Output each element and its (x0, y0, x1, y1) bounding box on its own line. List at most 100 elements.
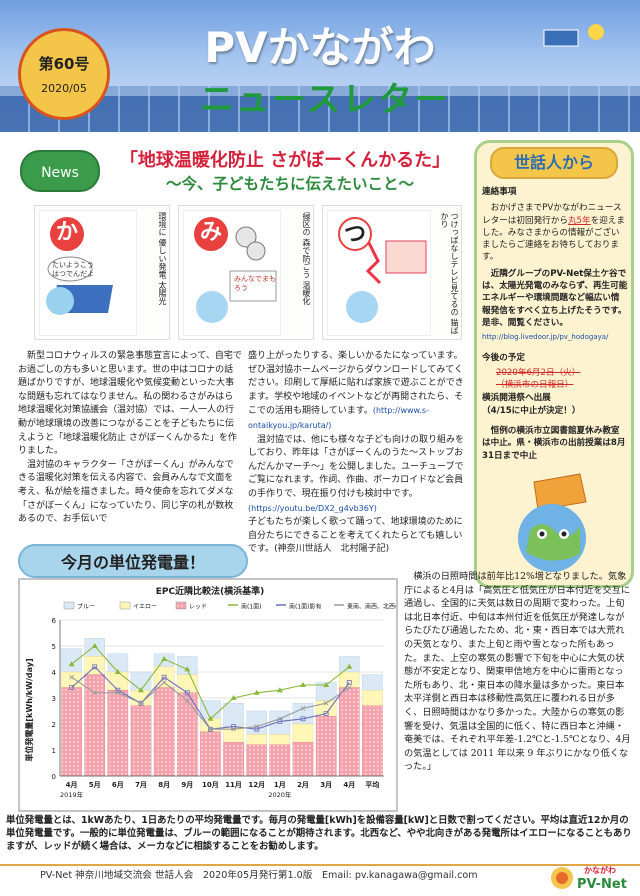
data-point (69, 685, 74, 690)
x-tick-label: 平均 (365, 780, 379, 789)
data-point (346, 680, 352, 685)
karuta-card-mi: み みんなでまもろう 緑区の 森で防ごう 温暖化 (178, 205, 314, 340)
news-tag: News (20, 150, 100, 192)
chart-y-label: 単位発電量[kWh/kW/day] (24, 658, 34, 761)
data-point (69, 674, 74, 680)
page-subtitle: ニュースレター (199, 80, 451, 120)
news-paragraph: 盛り上がったりする、楽しいかるたになっています。ぜひ温対協ホームページからダウン… (248, 351, 464, 417)
data-point (231, 726, 236, 732)
kpi-title: 今月の単位発電量！ (18, 544, 248, 578)
y-tick-label: 1 (52, 747, 56, 755)
logo-main: PV-Net (577, 877, 627, 892)
karuta-letter: つ (338, 217, 372, 251)
data-point (138, 700, 144, 706)
y-tick-label: 3 (52, 695, 56, 703)
schedule-heading: 今後の予定 (482, 352, 525, 363)
unit-generation-notes: 単位発電量とは、1kWあたり、1日あたりの平均発電量です。毎月の発電量[kWh]… (6, 815, 632, 853)
band-blue (269, 710, 291, 735)
x-tick-label: 8月 (158, 781, 170, 789)
news-column-1: 新型コロナウィルスの緊急事態宣言によって、自宅でお過ごしの方も多いと思います。世… (18, 350, 242, 527)
y-tick-label: 2 (52, 721, 56, 729)
data-point (138, 700, 144, 706)
sagabo-mascot-icon (518, 473, 587, 572)
data-point (230, 695, 237, 700)
schedule-struck-note: （横浜市の日報日） (496, 380, 574, 391)
karuta-download-link[interactable]: (http://www.s-ontaikyou.jp/karuta/) (248, 406, 429, 430)
chart-frame: EPC近隣比較法(横浜基準) ブルー イエロー レッド 南(1面) 南(1面)影有 東南、… (18, 578, 398, 812)
x-tick-label: 11月 (225, 781, 242, 789)
data-point (323, 700, 329, 706)
band-red (130, 705, 152, 777)
karuta-card-ka: か たいようこう はつでんだよ 環境に 優しい発電 太陽光 (34, 205, 170, 340)
solar-panel-decoration (0, 86, 640, 96)
data-point (207, 715, 214, 721)
band-red (362, 705, 383, 777)
band-yellow (84, 656, 105, 675)
group-link[interactable]: http://blog.livedoor.jp/pv_hodogaya/ (482, 333, 609, 342)
news-headline: 「地球温暖化防止 さがぼーくんかるた」 (119, 150, 451, 171)
x-tick-label: 12月 (248, 781, 265, 789)
data-point (276, 687, 283, 693)
band-red (269, 744, 291, 777)
contact-heading: 連絡事項 (482, 187, 517, 197)
data-point (91, 643, 98, 648)
data-point (92, 664, 98, 670)
band-red (339, 687, 360, 777)
pv-net-logo: かながわ PV-Net (551, 865, 627, 892)
issue-date: 2020/05 (41, 82, 87, 95)
karuta-art-icon (346, 240, 427, 323)
news-paragraph: 新型コロナウィルスの緊急事態宣言によって、自宅でお過ごしの方も多いと思います。世… (18, 351, 242, 457)
band-red (61, 687, 82, 777)
footer (0, 864, 640, 896)
x-tick-label: 10月 (202, 781, 219, 789)
news-paragraph: 子どもたちが楽しく歌って踊って、地球環境のために自分たちにできることを考えてくれ… (248, 517, 463, 555)
band-red (200, 731, 221, 777)
x-year-label: 2020年 (268, 790, 292, 799)
x-tick-label: 1月 (274, 781, 286, 789)
issue-badge: 第60号 2020/05 (18, 28, 110, 120)
x-tick-label: 5月 (89, 781, 101, 789)
contact-text-post: を迎えました。みなさまからの情報がございましたらご連絡をお待ちしております。 (482, 215, 625, 263)
sidebar-body: 連絡事項 おかげさまでPVかながわニュースレターは初回発行から丸5年を迎えました… (482, 184, 628, 582)
sun-panel-icon (543, 24, 604, 47)
news-paragraph: 温対協のキャラクター「さがぼーくん」がみんなできる温暖化対策を伝える内容で、会員… (18, 459, 234, 525)
data-point (253, 689, 260, 695)
band-blue (223, 702, 244, 727)
karuta-text: 緑区の 森で防ごう 温暖化 (302, 212, 311, 306)
news-column-2: 盛り上がったりする、楽しいかるたになっています。ぜひ温対協ホームページからダウン… (248, 350, 470, 557)
data-point (300, 716, 306, 722)
karuta-card-tsu: つ つけっぱなしテレビ見てるの 猫ばかり (322, 205, 462, 340)
legend-label: 南(1面) (241, 603, 262, 611)
data-point (184, 690, 190, 696)
schedule-note: （4/15に中止が決定！） (482, 405, 581, 416)
header-banner (0, 0, 640, 132)
x-tick-label: 4月 (343, 781, 355, 789)
data-point (161, 680, 167, 685)
data-point (184, 698, 190, 703)
news-paragraph: 温対協では、他にも様々な子ども向けの取り組みをしており、昨年は「さがぼーくんのう… (248, 434, 465, 499)
karuta-art-icon (46, 256, 113, 315)
karuta-letter: み (194, 217, 228, 251)
chart-title: EPC近隣比較法(横浜基準) (156, 585, 265, 597)
karuta-letter: か (50, 217, 84, 251)
speech-bubble: たいようこう はつでんだよ (52, 261, 94, 278)
x-tick-label: 4月 (66, 781, 78, 789)
legend-label: レッド (189, 604, 207, 611)
y-tick-label: 6 (52, 617, 57, 625)
data-point (346, 663, 353, 669)
band-yellow (246, 734, 267, 745)
band-yellow (339, 671, 360, 688)
youtube-link[interactable]: (https://youtu.be/DX2_g4vb36Y) (248, 503, 377, 513)
legend-label: イエロー (133, 604, 157, 611)
y-tick-label: 5 (52, 643, 56, 651)
band-red (246, 744, 267, 777)
legend-swatch (63, 601, 75, 610)
data-point (323, 682, 330, 687)
group-text: 近隣グループのPV-Net保土ケ谷では、太陽光発電のみならず、再生可能エネルギー… (482, 268, 628, 328)
contact-emphasis: 丸5年 (567, 215, 591, 226)
karuta-illustration: つ (327, 210, 431, 336)
sidebar-title: 世話人から (490, 147, 618, 179)
band-blue (177, 656, 198, 675)
data-point (208, 726, 213, 732)
library-notice: 恒例の横浜市立図書館夏休み教室は中止。県・横浜市の出前授業は8月31日まで中止 (482, 426, 626, 461)
